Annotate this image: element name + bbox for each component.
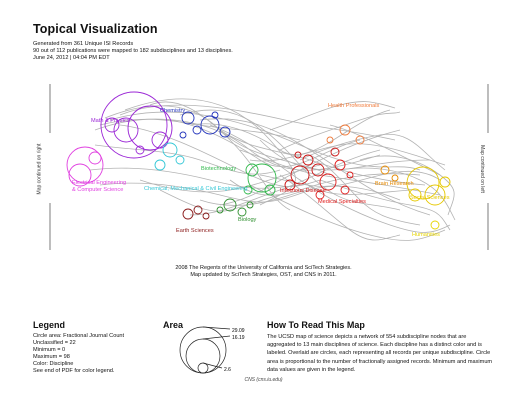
area-title: Area (163, 320, 184, 330)
network-edges (89, 98, 456, 241)
area-value-max: 29.09 (232, 328, 245, 334)
discipline-labels: Math & Physics Chemistry Electrical Engi… (72, 103, 450, 238)
area-value-mid: 16.19 (232, 335, 245, 341)
label-electrical-engineering: Electrical Engineering (72, 180, 126, 186)
legend-line-minimum: Minimum = 0 (33, 347, 66, 353)
area-legend-circles (179, 326, 231, 374)
left-side-label: Map continued on right (36, 143, 43, 195)
subtitle-records: Generated from 361 Unique ISI Records (33, 41, 134, 47)
right-side-label: Map continued on left (478, 145, 485, 193)
legend-line-unclassified: Unclassified = 22 (33, 340, 76, 346)
label-chemical-mechanical-civil-engineering: Chemical, Mechanical & Civil Engineering (144, 186, 248, 192)
label-earth-sciences: Earth Sciences (176, 228, 214, 234)
subtitle-date: June 24, 2012 | 04:04 PM EDT (33, 55, 110, 61)
label-computer-science: & Computer Science (72, 187, 123, 193)
area-circle-mid (185, 338, 221, 374)
label-health-professionals: Health Professionals (328, 103, 380, 109)
label-biology: Biology (238, 217, 257, 223)
page-title: Topical Visualization (33, 22, 158, 36)
subdiscipline-circles (66, 91, 451, 230)
label-infectious-disease: Infectious Disease (280, 188, 326, 194)
legend-line-color: Color: Discipline (33, 361, 74, 367)
howto-title: How To Read This Map (267, 320, 365, 330)
label-brain-research: Brain Research (375, 181, 414, 187)
label-math-physics: Math & Physics (91, 118, 130, 124)
label-humanities: Humanities (412, 232, 440, 238)
area-value-min: 2.6 (224, 367, 231, 373)
legend-title: Legend (33, 320, 66, 330)
label-medical-specialties: Medical Specialties (318, 199, 366, 205)
label-chemistry: Chemistry (160, 108, 185, 114)
area-circle-min (197, 362, 209, 374)
legend-line-see-end: See end of PDF for color legend. (33, 368, 115, 374)
subtitle-mapped: 90 out of 112 publications were mapped t… (33, 48, 233, 54)
label-social-sciences: Social Sciences (410, 195, 450, 201)
area-leader-max (202, 326, 231, 330)
area-leader-min (202, 362, 223, 369)
label-biotechnology: Biotechnology (201, 166, 236, 172)
credit-line-1: 2008 The Regents of the University of Ca… (175, 265, 352, 271)
howto-body: The UCSD map of science depicts a networ… (267, 334, 493, 373)
legend-line-maximum: Maximum = 98 (33, 354, 70, 360)
footer-cns: CNS (cns.iu.edu) (244, 377, 283, 383)
credit-line-2: Map updated by SciTech Strategies, OST, … (190, 272, 337, 278)
area-leader-mid (202, 335, 231, 340)
legend-line-circle-area: Circle area: Fractional Journal Count (33, 333, 125, 339)
